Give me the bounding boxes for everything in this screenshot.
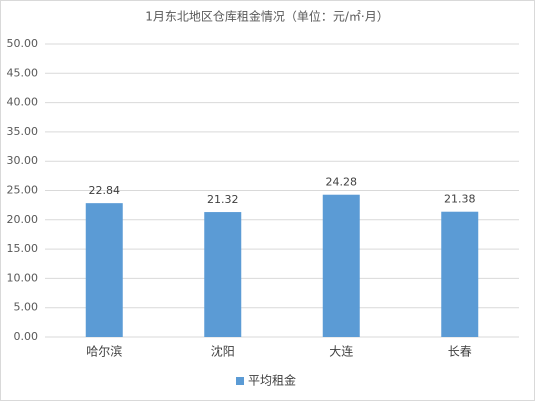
bar <box>204 212 242 337</box>
y-tick-label: 40.00 <box>7 96 39 109</box>
value-label: 21.38 <box>444 193 476 206</box>
x-tick-label: 哈尔滨 <box>86 344 122 359</box>
y-tick-label: 50.00 <box>7 37 39 50</box>
x-tick-label: 长春 <box>448 345 472 359</box>
y-tick-label: 0.00 <box>14 330 39 343</box>
y-tick-label: 20.00 <box>7 213 39 226</box>
value-label: 22.84 <box>89 184 121 197</box>
bar <box>85 203 123 337</box>
value-label: 21.32 <box>207 193 239 206</box>
legend-swatch <box>236 377 244 385</box>
y-tick-label: 45.00 <box>7 66 39 79</box>
y-tick-label: 35.00 <box>7 125 39 138</box>
legend-label: 平均租金 <box>248 373 296 388</box>
y-tick-label: 30.00 <box>7 154 39 167</box>
x-tick-label: 大连 <box>329 344 353 359</box>
chart-title: 1月东北地区仓库租金情况（单位：元/㎡·月） <box>145 9 389 24</box>
x-tick-label: 沈阳 <box>211 344 235 359</box>
y-tick-label: 5.00 <box>14 301 39 314</box>
value-label: 24.28 <box>326 176 358 189</box>
y-tick-label: 15.00 <box>7 242 39 255</box>
y-tick-label: 25.00 <box>7 184 39 197</box>
bar <box>322 194 360 337</box>
bar <box>441 211 479 337</box>
y-tick-label: 10.00 <box>7 271 39 284</box>
